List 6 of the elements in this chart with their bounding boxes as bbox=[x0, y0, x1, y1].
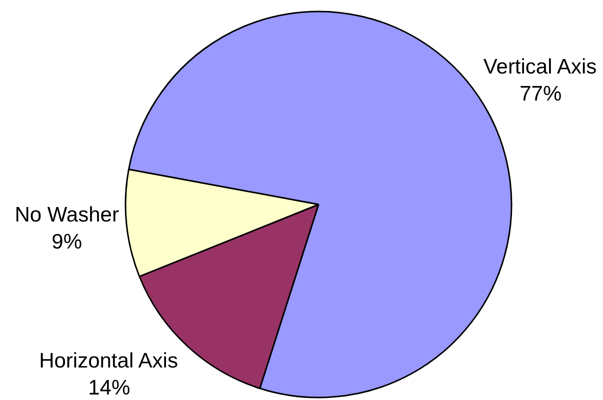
data-label: 77% bbox=[520, 82, 562, 106]
slice-label: Horizontal Axis bbox=[39, 350, 178, 372]
slice-label: Vertical Axis bbox=[483, 55, 597, 78]
data-label: 9% bbox=[52, 230, 82, 254]
data-label: 14% bbox=[88, 376, 130, 400]
slice-label: No Washer bbox=[14, 203, 119, 226]
